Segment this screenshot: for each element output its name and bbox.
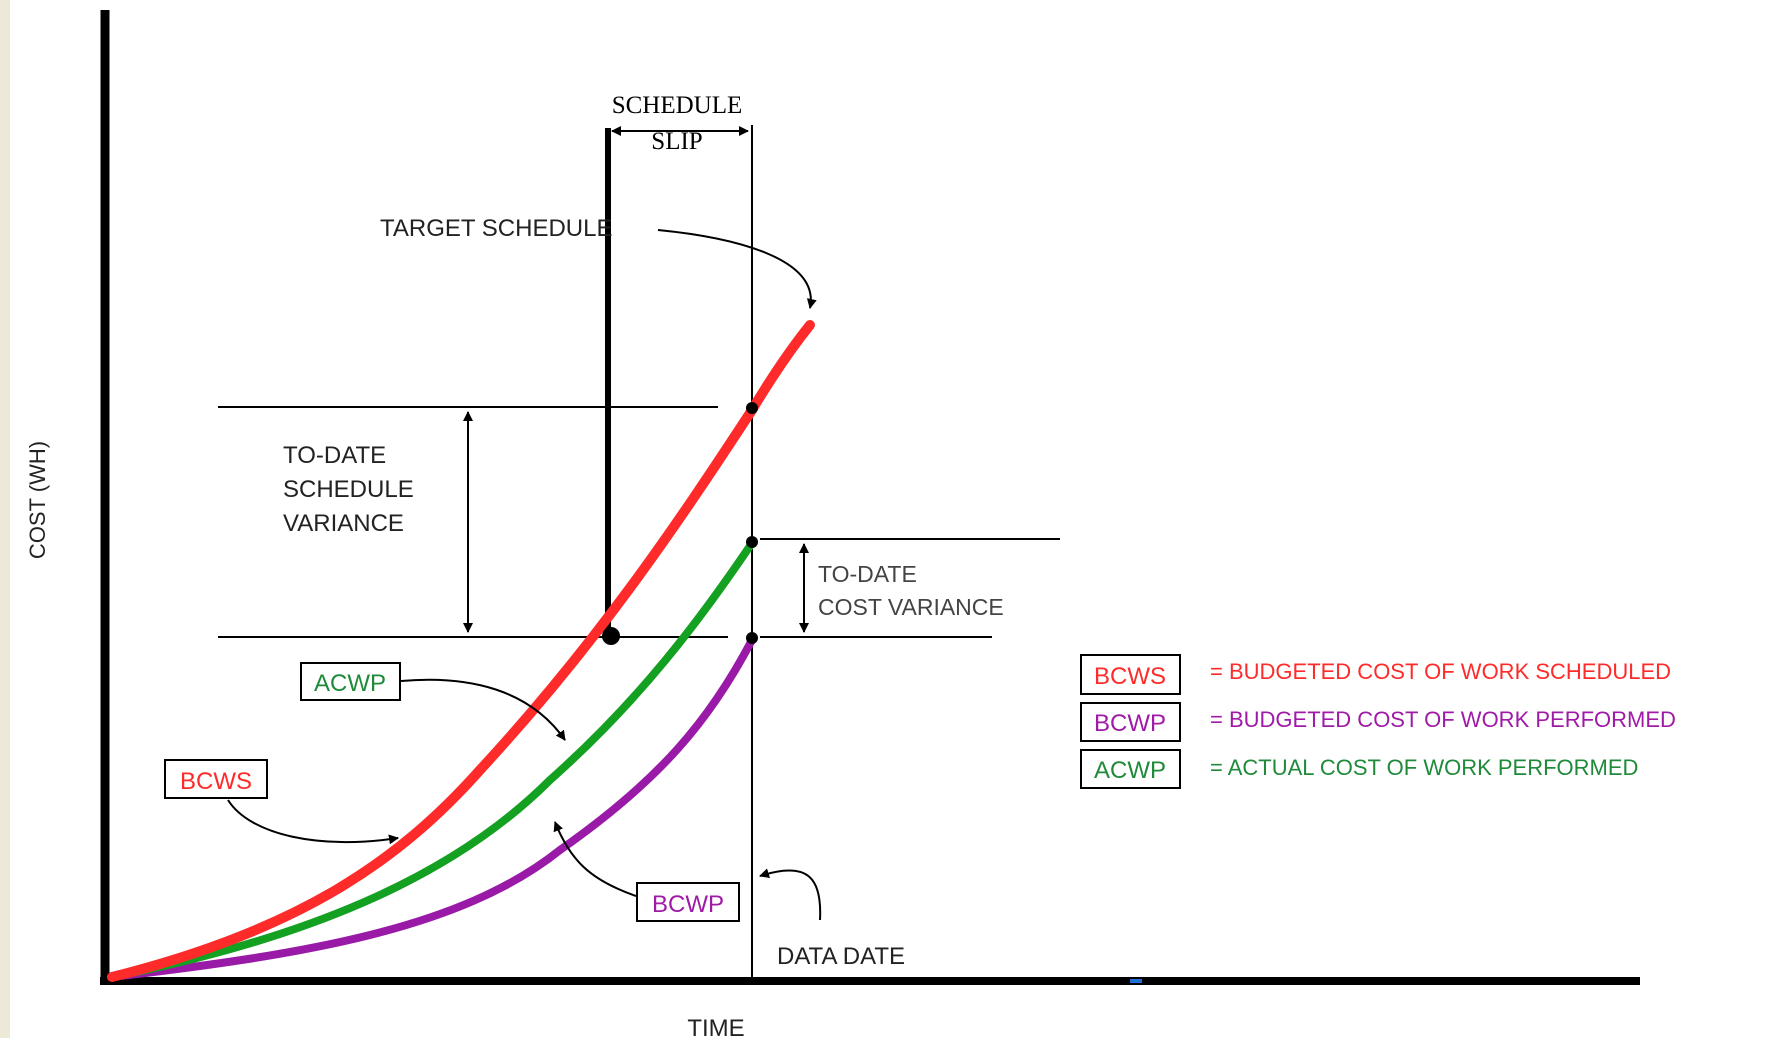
- bcwp-curve: [108, 636, 756, 981]
- acwp-label-arrow: [400, 678, 566, 741]
- target-schedule-label: TARGET SCHEDULE: [380, 215, 613, 242]
- legend-bcws-box: [1080, 654, 1181, 695]
- legend-bcwp-box: [1080, 702, 1181, 742]
- legend-acwp-abbr: ACWP: [1094, 757, 1166, 784]
- bcws-label-box: [164, 759, 268, 799]
- cost-variance-label-1: TO-DATE: [818, 561, 917, 587]
- x-axis-label: TIME: [687, 1015, 744, 1038]
- x-axis-blue-mark: [1130, 979, 1142, 983]
- data-date-arrow: [759, 868, 822, 921]
- bcwp-label: BCWP: [652, 891, 724, 918]
- acwp-label-box: [300, 662, 401, 701]
- legend-bcwp-abbr: BCWP: [1094, 710, 1166, 737]
- legend-acwp-box: [1080, 749, 1181, 789]
- legend-item-acwp: ACWP = ACTUAL COST OF WORK PERFORMED: [1080, 749, 1638, 789]
- y-axis-label: COST (WH): [25, 441, 50, 559]
- acwp-label: ACWP: [314, 670, 386, 697]
- legend-bcws-definition: = BUDGETED COST OF WORK SCHEDULED: [1210, 659, 1671, 684]
- target-schedule-arrow: [657, 229, 817, 309]
- schedule-slip-label-1: SCHEDULE: [612, 92, 743, 119]
- schedule-slip-label-2: SLIP: [651, 128, 702, 155]
- bcws-label: BCWS: [180, 768, 252, 795]
- acwp-curve: [108, 539, 756, 981]
- acwp-data-date-dot: [746, 536, 758, 548]
- legend: BCWS = BUDGETED COST OF WORK SCHEDULED B…: [1080, 654, 1676, 789]
- bcws-data-date-dot: [746, 402, 758, 414]
- legend-bcws-abbr: BCWS: [1094, 663, 1166, 690]
- data-date-label: DATA DATE: [777, 943, 905, 970]
- slip-intersection-dot: [602, 627, 620, 645]
- schedule-variance-label-3: VARIANCE: [283, 510, 404, 537]
- legend-item-bcwp: BCWP = BUDGETED COST OF WORK PERFORMED: [1080, 702, 1676, 742]
- legend-item-bcws: BCWS = BUDGETED COST OF WORK SCHEDULED: [1080, 654, 1671, 695]
- schedule-variance-label-1: TO-DATE: [283, 442, 386, 469]
- bcwp-data-date-dot: [746, 632, 758, 644]
- schedule-variance-label-2: SCHEDULE: [283, 476, 414, 503]
- legend-acwp-definition: = ACTUAL COST OF WORK PERFORMED: [1210, 755, 1638, 780]
- cost-variance-label-2: COST VARIANCE: [818, 594, 1004, 620]
- bcwp-label-box: [636, 882, 740, 922]
- bcwp-label-arrow: [553, 821, 637, 897]
- left-edge-strip: [0, 0, 10, 1038]
- bcws-curve: [107, 320, 815, 982]
- legend-bcwp-definition: = BUDGETED COST OF WORK PERFORMED: [1210, 707, 1676, 732]
- bcws-label-arrow: [227, 799, 399, 845]
